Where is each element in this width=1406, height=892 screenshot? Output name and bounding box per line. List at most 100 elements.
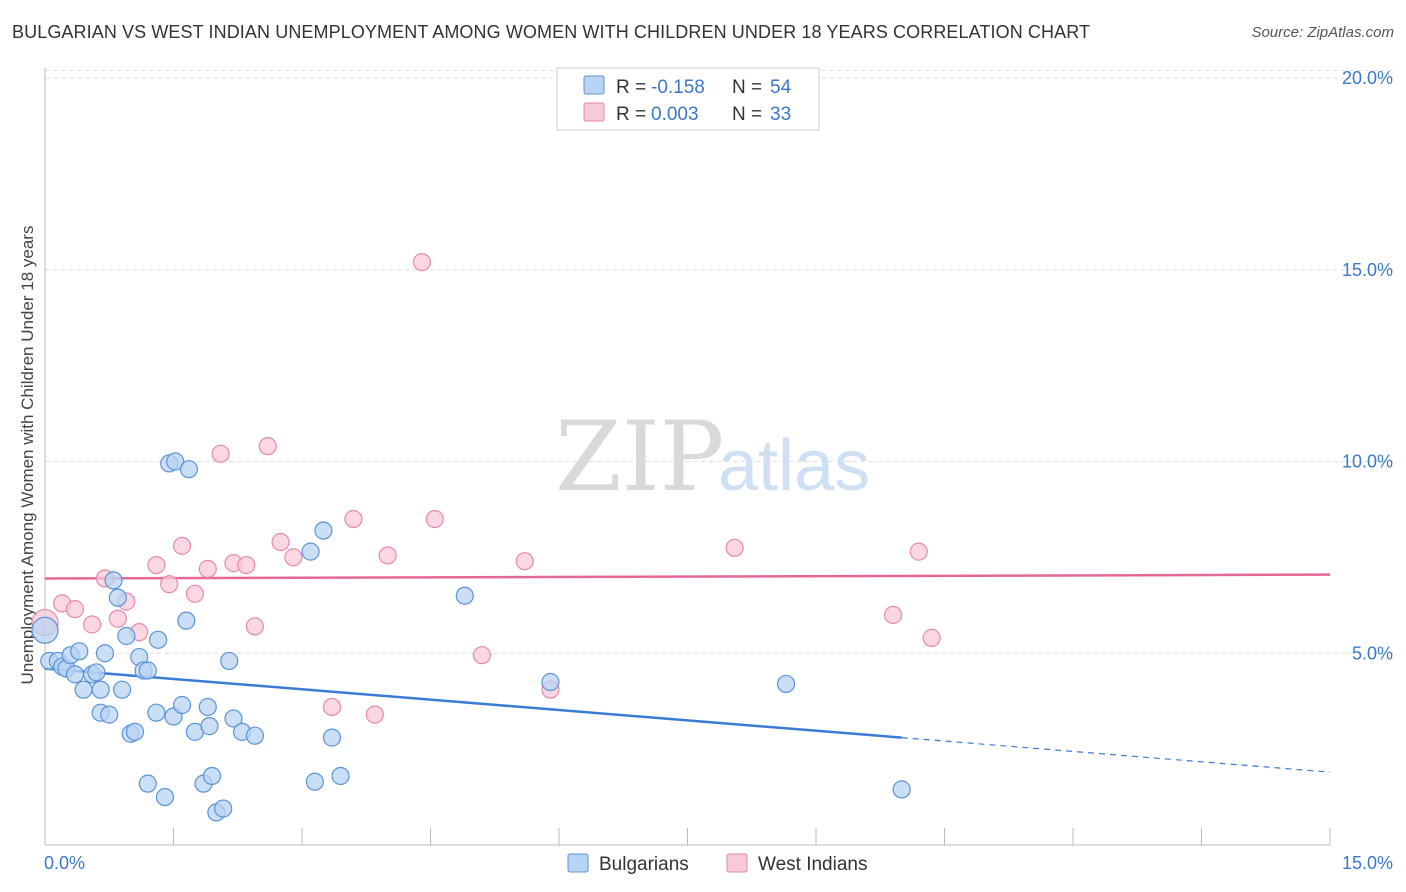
chart-title: BULGARIAN VS WEST INDIAN UNEMPLOYMENT AM… [12, 22, 1091, 42]
series-legend: Bulgarians West Indians [567, 853, 867, 875]
legend-label-west-indians: West Indians [758, 854, 867, 875]
bulgarians-point [220, 651, 239, 671]
axes [44, 68, 1331, 846]
bulgarians-point [91, 680, 110, 699]
west-indians-point [108, 609, 127, 628]
bulgarians-point [155, 787, 175, 807]
bulgarians-point [100, 705, 119, 724]
bulgarians-point [172, 695, 192, 715]
bulgarians-point [70, 642, 89, 661]
legend-label-bulgarians: Bulgarians [599, 854, 689, 875]
legend-swatch-blue [583, 75, 605, 95]
legend-r-label-2: R = [616, 104, 646, 125]
y-tick-label: 20.0% [1342, 68, 1393, 88]
bulgarians-point [305, 772, 324, 791]
west-indians-point [237, 555, 256, 575]
west-indians-point [909, 542, 928, 561]
west-indians-point [284, 548, 303, 567]
bulgarians-point [200, 717, 219, 736]
correlation-legend: R = -0.158 N = 54 R = 0.003 N = 33 [556, 67, 820, 131]
bulgarians-point [112, 680, 132, 699]
west-indians-point [725, 538, 744, 557]
bulgarians-point [31, 616, 59, 644]
legend-n-label-1: N = [732, 77, 762, 98]
y-tick-label: 5.0% [1352, 643, 1393, 663]
west-indians-point [147, 555, 166, 575]
x-tick-label: 0.0% [44, 853, 85, 873]
bulgarians-point [108, 588, 127, 607]
bulgarians-points [31, 452, 911, 822]
x-tick-label: 15.0% [1342, 853, 1393, 873]
watermark-atlas: atlas [718, 426, 870, 506]
bulgarians-point [245, 726, 264, 745]
west-indians-point [185, 584, 205, 603]
west-indians-point [160, 575, 179, 594]
legend-r-value-1: -0.158 [651, 77, 705, 98]
bulgarians-point [166, 452, 185, 471]
bulgarians-point [138, 774, 157, 793]
west-indians-point [172, 536, 192, 555]
west-indians-point [211, 444, 230, 463]
legend-r-value-2: 0.003 [651, 104, 699, 125]
west-indians-point [258, 437, 277, 456]
west-indians-point [322, 697, 342, 717]
legend-swatch-pink [583, 102, 605, 122]
west-indians-point [271, 532, 290, 552]
y-axis-title: Unemployment Among Women with Children U… [18, 226, 37, 685]
bulgarians-trend-extension [901, 737, 1331, 773]
legend-swatch-west-indians [726, 853, 748, 873]
west-indians-point [344, 509, 363, 529]
west-indians-point [412, 252, 432, 272]
bulgarians-point [331, 766, 350, 786]
bulgarians-point [147, 703, 166, 722]
legend-n-value-1: 54 [770, 77, 792, 98]
y-tick-label: 15.0% [1342, 260, 1393, 280]
bulgarians-point [455, 586, 474, 605]
x-tick-labels: 0.0% 15.0% [44, 853, 1393, 873]
west-indians-point [198, 559, 217, 578]
watermark-zip: ZIP [555, 401, 724, 513]
bulgarians-point [125, 722, 145, 741]
y-tick-labels: 5.0% 10.0% 15.0% 20.0% [1342, 68, 1393, 663]
bulgarians-point [202, 766, 222, 786]
west-indians-trend-line [44, 573, 1331, 580]
west-indians-point [245, 617, 264, 636]
bulgarians-point [776, 674, 796, 694]
west-indians-point [883, 605, 903, 625]
bulgarians-point [314, 521, 333, 540]
legend-swatch-bulgarians [567, 853, 589, 873]
bulgarians-point [214, 799, 233, 818]
bulgarians-point [95, 644, 115, 663]
bulgarians-point [117, 626, 136, 646]
bulgarians-point [74, 680, 93, 699]
bulgarians-point [104, 571, 123, 590]
bulgarians-point [148, 630, 168, 649]
west-indians-point [922, 628, 941, 648]
bulgarians-point [224, 709, 243, 728]
bulgarians-point [177, 611, 196, 630]
bulgarians-trend-line [44, 667, 902, 739]
bulgarians-point [198, 697, 217, 717]
y-tick-label: 10.0% [1342, 452, 1393, 472]
source-label: Source: ZipAtlas.com [1251, 24, 1394, 41]
bulgarians-point [301, 542, 320, 561]
west-indians-point [378, 546, 397, 565]
west-indians-point [83, 615, 102, 634]
legend-n-value-2: 33 [770, 104, 791, 125]
bulgarians-point [541, 672, 560, 692]
watermark: ZIP atlas [555, 401, 870, 513]
west-indians-point [65, 600, 85, 619]
west-indians-point [515, 552, 534, 571]
west-indians-point [472, 646, 491, 665]
bulgarians-point [322, 728, 342, 747]
west-indians-point [365, 705, 384, 724]
trend-lines [44, 573, 1331, 773]
west-indians-point [425, 509, 444, 529]
bulgarians-point [138, 661, 157, 680]
bulgarians-point [65, 665, 85, 684]
bulgarians-point [179, 460, 199, 479]
bulgarians-point [892, 780, 911, 799]
legend-n-label-2: N = [732, 104, 762, 125]
legend-r-label-1: R = [616, 77, 646, 98]
